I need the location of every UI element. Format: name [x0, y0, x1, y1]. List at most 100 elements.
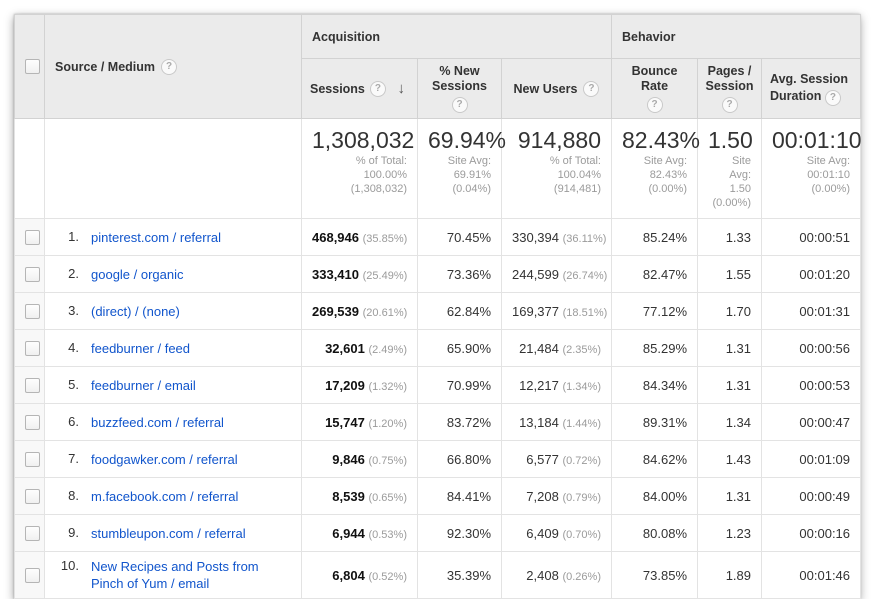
select-all-checkbox[interactable] — [25, 59, 40, 75]
table-row: 7. foodgawker.com / referral 9,846 (0.75… — [14, 440, 862, 478]
source-medium-link[interactable]: feedburner / email — [91, 377, 196, 393]
row-checkbox[interactable] — [25, 489, 40, 505]
source-medium-link[interactable]: m.facebook.com / referral — [91, 488, 239, 504]
column-header-avg-session-duration[interactable]: Avg. Session Duration ? — [760, 58, 862, 119]
summary-sessions-value: 1,308,032 — [312, 127, 415, 153]
new-users-percent: (26.74%) — [562, 269, 608, 282]
column-header-new-users[interactable]: New Users ? — [501, 58, 612, 119]
pct-new-sessions-cell: 73.36% — [417, 255, 502, 293]
table-body: 1,308,032 % of Total: 100.00% (1,308,032… — [14, 118, 862, 599]
select-all-cell — [14, 14, 45, 119]
sessions-cell: 8,539 (0.65%) — [301, 477, 418, 515]
row-checkbox[interactable] — [25, 304, 40, 320]
new-users-percent: (0.79%) — [562, 491, 601, 504]
new-users-value: 13,184 — [519, 414, 559, 430]
help-icon[interactable]: ? — [824, 90, 841, 106]
pct-new-sessions-cell: 70.99% — [417, 366, 502, 404]
avg-session-duration-cell: 00:00:47 — [760, 403, 862, 441]
new-users-percent: (36.11%) — [562, 232, 607, 245]
avg-session-duration-cell: 00:01:46 — [760, 551, 862, 599]
source-medium-link[interactable]: feedburner / feed — [91, 340, 191, 356]
group-header-acquisition: Acquisition — [301, 14, 612, 59]
page: Source / Medium ? Acquisition Behavior — [14, 14, 862, 599]
sessions-percent: (0.75%) — [368, 454, 407, 467]
new-users-value: 6,409 — [526, 525, 559, 541]
column-header-bounce-rate[interactable]: Bounce Rate ? — [611, 58, 698, 119]
sessions-cell: 6,804 (0.52%) — [301, 551, 418, 599]
sessions-value: 8,539 — [332, 488, 365, 504]
row-checkbox[interactable] — [25, 415, 40, 431]
summary-new-users-subtext: % of Total: 100.04% (914,481) — [549, 155, 601, 195]
help-icon[interactable]: ? — [451, 97, 468, 113]
source-medium-link[interactable]: buzzfeed.com / referral — [91, 414, 224, 430]
help-icon[interactable]: ? — [583, 80, 600, 97]
help-icon[interactable]: ? — [161, 58, 178, 75]
row-rank: 4. — [68, 339, 79, 355]
source-medium-cell: 2. google / organic — [44, 255, 302, 293]
summary-row: 1,308,032 % of Total: 100.00% (1,308,032… — [14, 118, 862, 219]
bounce-rate-cell: 89.31% — [611, 403, 698, 441]
row-checkbox-cell — [14, 514, 45, 552]
summary-sessions: 1,308,032 % of Total: 100.00% (1,308,032… — [301, 118, 418, 219]
summary-bounce-rate: 82.43% Site Avg: 82.43% (0.00%) — [611, 118, 701, 219]
row-checkbox[interactable] — [25, 452, 40, 468]
table-row: 3. (direct) / (none) 269,539 (20.61%) 62… — [14, 292, 862, 330]
new-users-value: 169,377 — [512, 303, 559, 319]
column-header-pages-session[interactable]: Pages / Session ? — [697, 58, 762, 119]
column-header-pct-new-sessions[interactable]: % New Sessions ? — [417, 58, 502, 119]
source-medium-link[interactable]: pinterest.com / referral — [91, 229, 222, 245]
sessions-cell: 468,946 (35.85%) — [301, 218, 418, 256]
source-medium-cell: 4. feedburner / feed — [44, 329, 302, 367]
row-checkbox[interactable] — [25, 568, 40, 584]
avg-session-duration-cell: 00:00:53 — [760, 366, 862, 404]
pct-new-sessions-cell: 65.90% — [417, 329, 502, 367]
sessions-cell: 15,747 (1.20%) — [301, 403, 418, 441]
row-checkbox[interactable] — [25, 526, 40, 542]
new-users-cell: 2,408 (0.26%) — [501, 551, 612, 599]
summary-checkbox-cell — [14, 118, 45, 219]
sessions-percent: (20.61%) — [362, 306, 408, 319]
new-users-cell: 13,184 (1.44%) — [501, 403, 612, 441]
source-medium-link[interactable]: google / organic — [91, 266, 184, 282]
sort-descending-icon[interactable]: ↓ — [397, 79, 406, 97]
row-checkbox-cell — [14, 292, 45, 330]
row-checkbox[interactable] — [25, 341, 40, 357]
help-icon[interactable]: ? — [369, 80, 386, 97]
bounce-rate-cell: 84.00% — [611, 477, 698, 515]
new-users-cell: 7,208 (0.79%) — [501, 477, 612, 515]
bounce-rate-cell: 82.47% — [611, 255, 698, 293]
row-checkbox[interactable] — [25, 378, 40, 394]
sessions-cell: 333,410 (25.49%) — [301, 255, 418, 293]
row-checkbox[interactable] — [25, 267, 40, 283]
column-header-sessions[interactable]: Sessions ? ↓ — [301, 58, 418, 119]
new-users-cell: 12,217 (1.34%) — [501, 366, 612, 404]
table-row: 10. New Recipes and Posts from Pinch of … — [14, 551, 862, 599]
sessions-percent: (35.85%) — [362, 232, 408, 245]
source-medium-link[interactable]: (direct) / (none) — [91, 303, 180, 319]
row-checkbox-cell — [14, 366, 45, 404]
sessions-percent: (0.52%) — [368, 570, 407, 583]
new-users-percent: (18.51%) — [562, 306, 608, 319]
table-row: 2. google / organic 333,410 (25.49%) 73.… — [14, 255, 862, 293]
row-checkbox-cell — [14, 403, 45, 441]
avg-session-duration-cell: 00:01:20 — [760, 255, 862, 293]
summary-bounce-rate-value: 82.43% — [622, 127, 701, 153]
pct-new-sessions-cell: 66.80% — [417, 440, 502, 478]
table-row: 8. m.facebook.com / referral 8,539 (0.65… — [14, 477, 862, 515]
sessions-percent: (0.53%) — [368, 528, 407, 541]
source-medium-cell: 6. buzzfeed.com / referral — [44, 403, 302, 441]
source-medium-link[interactable]: stumbleupon.com / referral — [91, 525, 246, 541]
pct-new-sessions-cell: 62.84% — [417, 292, 502, 330]
row-checkbox[interactable] — [25, 230, 40, 246]
sessions-percent: (1.20%) — [368, 417, 407, 430]
column-header-source-medium[interactable]: Source / Medium ? — [44, 14, 302, 119]
avg-session-duration-cell: 00:01:09 — [760, 440, 862, 478]
help-icon[interactable]: ? — [721, 97, 738, 113]
avg-session-duration-cell: 00:00:51 — [760, 218, 862, 256]
source-medium-link[interactable]: New Recipes and Posts from Pinch of Yum … — [91, 559, 259, 591]
sessions-value: 32,601 — [325, 340, 365, 356]
pages-session-label: Pages / Session — [705, 64, 754, 93]
help-icon[interactable]: ? — [646, 97, 663, 113]
source-medium-link[interactable]: foodgawker.com / referral — [91, 451, 238, 467]
pct-new-sessions-cell: 70.45% — [417, 218, 502, 256]
